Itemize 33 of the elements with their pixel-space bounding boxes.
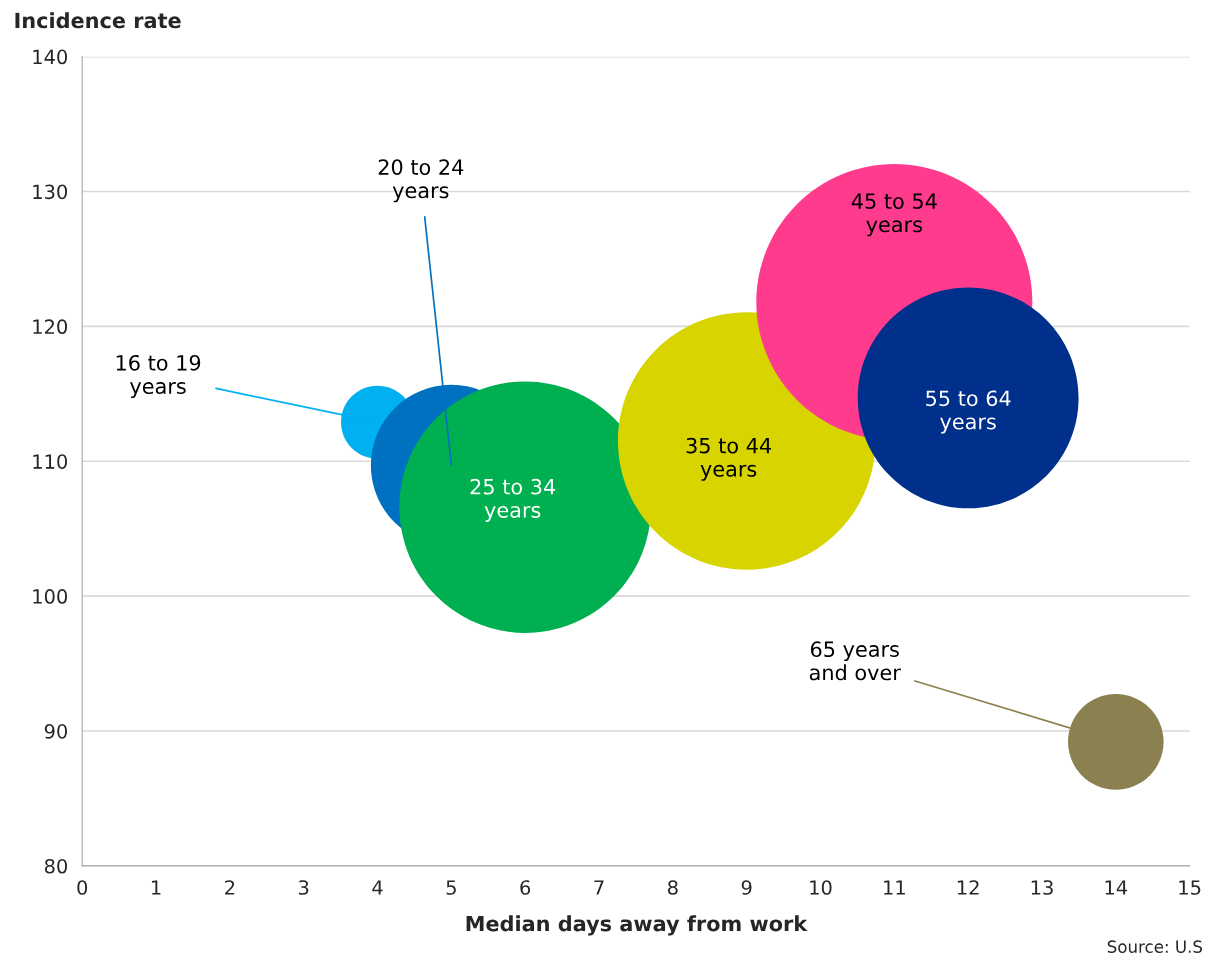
x-tick-label: 12 [957,880,979,895]
y-tick-label: 120 [33,319,68,335]
x-tick-label: 1 [151,880,161,895]
x-tick-label: 4 [372,880,383,895]
x-tick-label: 7 [594,880,604,895]
y-tick-label: 140 [33,49,68,65]
y-tick-label: 110 [33,454,68,469]
x-tick-label: 5 [446,880,456,895]
series-label: 55 to 64 years [926,390,1011,434]
x-tick-label: 8 [667,880,678,895]
x-tick-label: 9 [741,880,752,895]
x-tick-label: 3 [299,880,309,895]
x-tick-label: 15 [1179,880,1201,895]
x-tick-label: 13 [1031,880,1053,895]
series-label: 45 to 54 years [851,193,937,237]
x-tick-label: 10 [810,880,832,895]
y-tick-label: 90 [44,724,68,739]
x-tick-label: 6 [520,880,531,895]
y-tick-label: 100 [33,589,68,604]
x-tick-label: 11 [884,880,905,895]
text: 65 years and over [809,641,901,681]
x-tick-label: 0 [77,880,88,895]
source-note: Source: U.S [1107,940,1203,953]
x-tick-label: 2 [225,880,235,895]
series-label: 35 to 44 years [686,437,772,481]
y-axis-title: Incidence rate [15,12,181,29]
text: 20 to 24 years [378,159,464,203]
x-axis-title: Median days away from work [466,915,808,936]
text: 16 to 19 years [116,354,201,399]
series-label: 25 to 34 years [470,478,556,522]
y-tick-label: 130 [33,184,68,200]
y-tick-label: 80 [44,858,68,874]
x-tick-label: 14 [1105,880,1128,895]
